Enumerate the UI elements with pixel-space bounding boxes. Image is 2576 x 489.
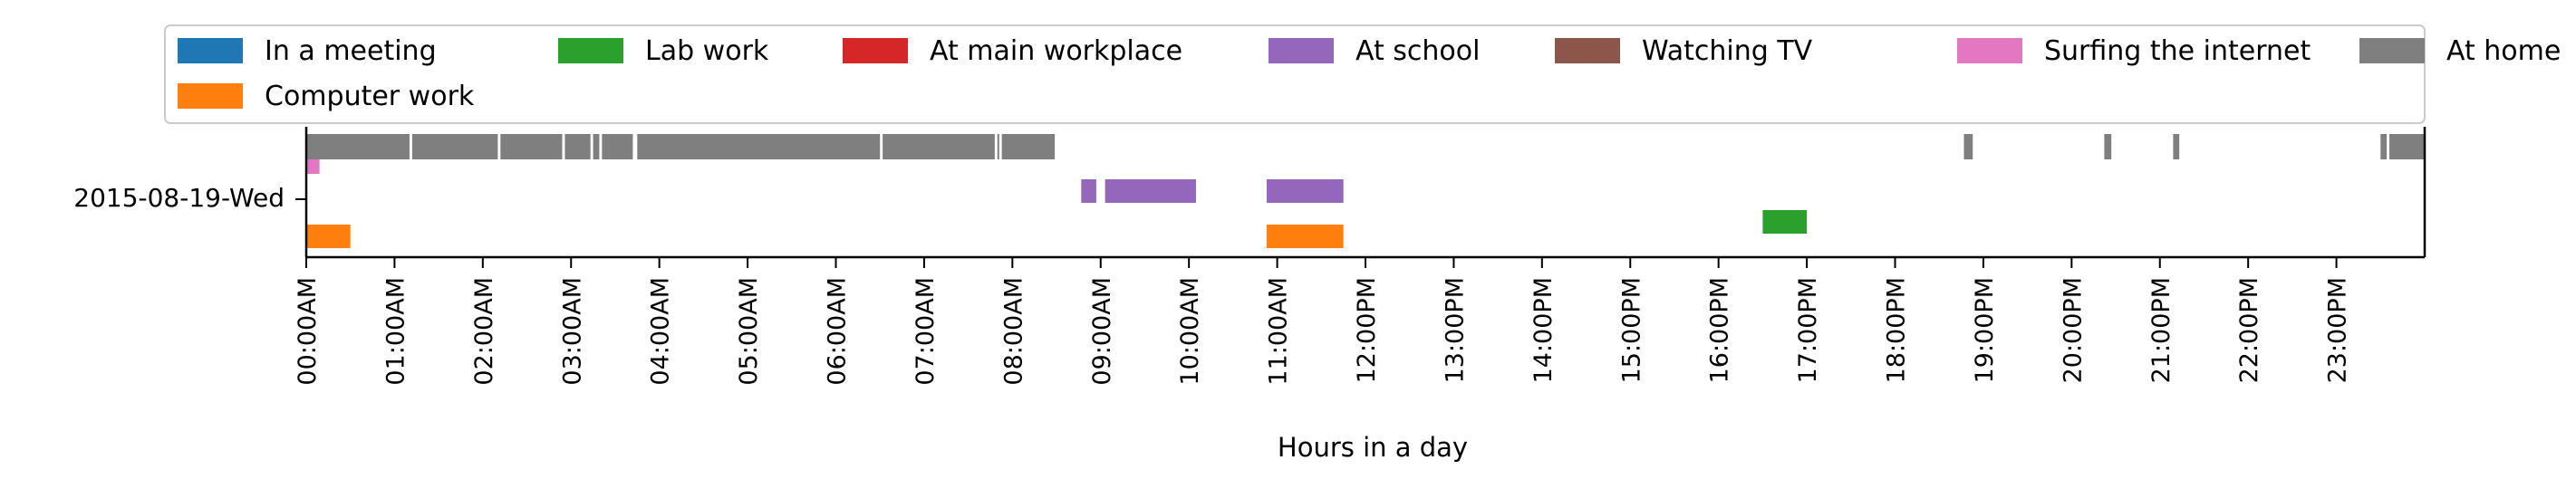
x-tick-label-1: 01:00AM xyxy=(381,277,410,386)
bar-at-home-13 xyxy=(2380,134,2388,159)
bar-at-school-2 xyxy=(1266,179,1344,203)
x-tick-label-13: 13:00PM xyxy=(1441,277,1469,383)
x-tick-label-5: 05:00AM xyxy=(735,277,763,386)
legend-label-in-a-meeting: In a meeting xyxy=(265,35,437,67)
bar-at-home-11 xyxy=(2104,134,2112,159)
x-tick-label-12: 12:00PM xyxy=(1353,277,1381,383)
x-tick-label-17: 17:00PM xyxy=(1794,277,1822,383)
bar-at-home-0 xyxy=(306,134,410,159)
bar-at-home-10 xyxy=(1963,134,1973,159)
legend-swatch-at-main-workplace xyxy=(843,38,908,63)
legend-label-at-main-workplace: At main workplace xyxy=(930,35,1182,67)
x-tick-label-19: 19:00PM xyxy=(1971,277,1999,383)
x-tick-label-15: 15:00PM xyxy=(1617,277,1645,383)
bar-at-home-4 xyxy=(593,134,600,159)
legend-box xyxy=(164,24,2426,124)
x-tick-label-8: 08:00AM xyxy=(999,277,1028,386)
bar-at-school-1 xyxy=(1105,179,1196,203)
x-tick-label-11: 11:00AM xyxy=(1265,277,1293,386)
legend-swatch-surfing-the-internet xyxy=(1957,38,2022,63)
bar-at-home-2 xyxy=(500,134,563,159)
bar-at-home-9 xyxy=(1001,134,1056,159)
bar-lab-work-0 xyxy=(1762,210,1808,234)
x-tick-label-23: 23:00PM xyxy=(2324,277,2352,383)
legend-swatch-in-a-meeting xyxy=(178,38,243,63)
legend-label-at-school: At school xyxy=(1356,35,1480,67)
x-tick-label-6: 06:00AM xyxy=(824,277,852,386)
x-axis-label: Hours in a day xyxy=(1278,432,1468,463)
bar-at-school-0 xyxy=(1081,179,1096,203)
x-tick-label-16: 16:00PM xyxy=(1706,277,1734,383)
x-tick-label-9: 09:00AM xyxy=(1088,277,1116,386)
legend-swatch-watching-tv xyxy=(1555,38,1620,63)
x-tick-label-21: 21:00PM xyxy=(2147,277,2176,383)
bar-at-home-8 xyxy=(997,134,999,159)
legend-swatch-lab-work xyxy=(558,38,623,63)
axes: 2015-08-19-Wed 00:00AM 01:00AM 02:00AM 03:00… xyxy=(73,127,2426,463)
bar-surfing-the-internet-0 xyxy=(306,159,320,174)
x-tick-label-10: 10:00AM xyxy=(1176,277,1204,386)
x-tick-label-22: 22:00PM xyxy=(2235,277,2263,383)
legend-label-lab-work: Lab work xyxy=(645,35,769,67)
bar-at-home-14 xyxy=(2389,134,2425,159)
x-tick-label-3: 03:00AM xyxy=(558,277,586,386)
bar-computer-work-0 xyxy=(306,225,351,248)
legend-swatch-at-home xyxy=(2359,38,2425,63)
x-tick-label-7: 07:00AM xyxy=(912,277,940,386)
legend: In a meeting Lab work At main workplace At … xyxy=(164,24,2561,124)
bar-at-home-5 xyxy=(602,134,633,159)
legend-swatch-at-school xyxy=(1269,38,1334,63)
legend-swatch-computer-work xyxy=(178,83,243,109)
x-tick-label-2: 02:00AM xyxy=(470,277,498,386)
x-tick-label-4: 04:00AM xyxy=(647,277,675,386)
legend-label-at-home: At home xyxy=(2446,35,2561,67)
bar-computer-work-1 xyxy=(1266,225,1344,248)
legend-label-computer-work: Computer work xyxy=(265,81,475,112)
bar-at-home-1 xyxy=(411,134,498,159)
legend-label-watching-tv: Watching TV xyxy=(1642,35,1813,67)
x-tick-label-18: 18:00PM xyxy=(1883,277,1911,383)
bar-at-home-3 xyxy=(564,134,591,159)
x-tick-label-14: 14:00PM xyxy=(1529,277,1558,383)
bar-at-home-7 xyxy=(883,134,995,159)
legend-label-surfing-the-internet: Surfing the internet xyxy=(2044,35,2311,67)
category-label: 2015-08-19-Wed xyxy=(73,183,285,213)
bar-at-home-6 xyxy=(637,134,881,159)
x-tick-label-0: 00:00AM xyxy=(294,277,322,386)
x-tick-label-20: 20:00PM xyxy=(2059,277,2087,383)
plot-area xyxy=(306,134,2425,248)
bar-at-home-12 xyxy=(2173,134,2180,159)
